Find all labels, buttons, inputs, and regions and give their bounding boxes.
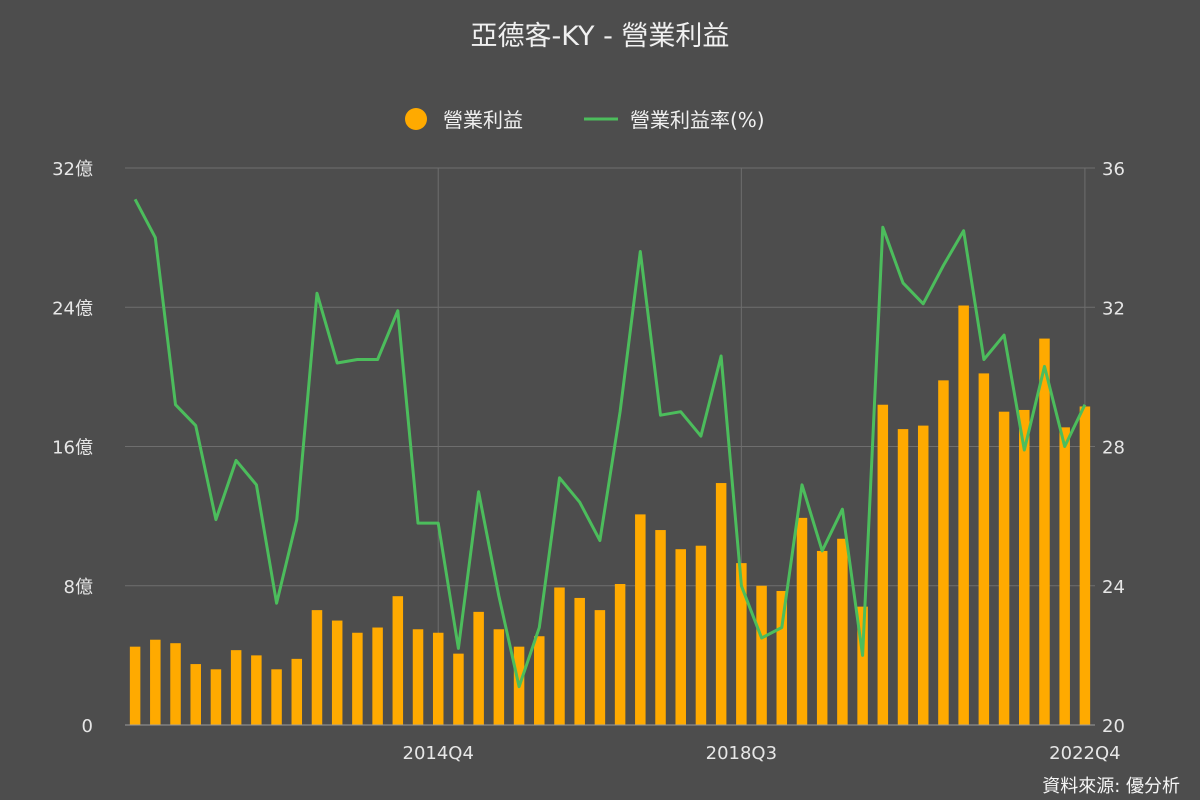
bar xyxy=(574,597,585,725)
bar xyxy=(736,563,747,725)
bar xyxy=(331,620,343,725)
y-left-tick-label: 24億 xyxy=(52,298,93,319)
bar xyxy=(695,545,707,725)
bar xyxy=(938,380,949,725)
y-right-tick-label: 24 xyxy=(1102,577,1125,598)
bar xyxy=(311,610,323,725)
bar xyxy=(837,538,848,725)
bar xyxy=(170,643,181,725)
bar xyxy=(493,629,505,725)
bar xyxy=(857,606,868,725)
y-right-tick-label: 32 xyxy=(1102,298,1125,319)
y-left-tick-label: 0 xyxy=(82,716,93,737)
line-series xyxy=(133,198,1087,689)
source-note: 資料來源: 優分析 xyxy=(1042,776,1180,797)
bar xyxy=(978,373,990,725)
y-right-tick-label: 28 xyxy=(1102,438,1125,459)
legend-line-label: 營業利益率(%) xyxy=(630,108,765,132)
bar xyxy=(473,611,484,725)
bar xyxy=(877,404,889,725)
bar xyxy=(614,584,626,725)
bar xyxy=(271,669,282,725)
bar xyxy=(1079,406,1091,725)
y-left-tick-label: 32億 xyxy=(52,159,93,180)
bar xyxy=(534,636,545,725)
bar xyxy=(210,669,222,725)
bar-series xyxy=(129,305,1091,725)
bar xyxy=(230,650,242,725)
bar xyxy=(816,550,828,725)
y-right-tick-label: 36 xyxy=(1102,159,1125,180)
y-right-tick-label: 20 xyxy=(1102,716,1125,737)
y-left-tick-label: 16億 xyxy=(52,438,93,459)
bar xyxy=(1039,338,1050,725)
bar xyxy=(291,658,303,725)
bar xyxy=(372,627,383,725)
chart-title: 亞德客-KY - 營業利益 xyxy=(471,21,730,52)
bar xyxy=(251,655,262,725)
legend-bar-label: 營業利益 xyxy=(443,108,523,132)
bar xyxy=(776,590,788,725)
bar xyxy=(392,596,404,725)
legend-bar-swatch xyxy=(405,108,427,130)
bar xyxy=(129,646,141,725)
bar xyxy=(897,429,909,725)
bar xyxy=(958,305,969,725)
bar xyxy=(150,639,161,725)
bar xyxy=(432,632,444,725)
bar xyxy=(756,585,767,725)
bar xyxy=(655,530,666,725)
bar xyxy=(554,587,565,725)
axes: 0 20 8億 24 16億 28 24億 32 32億 36 2014Q4 2018Q3 2022Q4 xyxy=(52,159,1125,764)
bar xyxy=(917,425,929,725)
bar xyxy=(675,549,686,725)
grid xyxy=(125,167,1095,725)
x-tick-label: 2014Q4 xyxy=(403,743,474,764)
y-left-tick-label: 8億 xyxy=(64,577,93,598)
legend: 營業利益 營業利益率(%) xyxy=(405,108,765,132)
bar xyxy=(998,411,1010,725)
bar xyxy=(715,483,727,725)
bar xyxy=(352,632,363,725)
bar xyxy=(190,664,201,725)
margin-line xyxy=(133,198,1087,689)
bar xyxy=(1059,427,1070,725)
bar xyxy=(1019,409,1030,725)
bar xyxy=(796,517,808,725)
x-tick-label: 2022Q4 xyxy=(1049,743,1120,764)
x-tick-label: 2018Q3 xyxy=(706,743,777,764)
bar xyxy=(453,653,464,725)
bar xyxy=(594,610,606,725)
bar xyxy=(635,514,646,725)
bar xyxy=(412,629,424,725)
